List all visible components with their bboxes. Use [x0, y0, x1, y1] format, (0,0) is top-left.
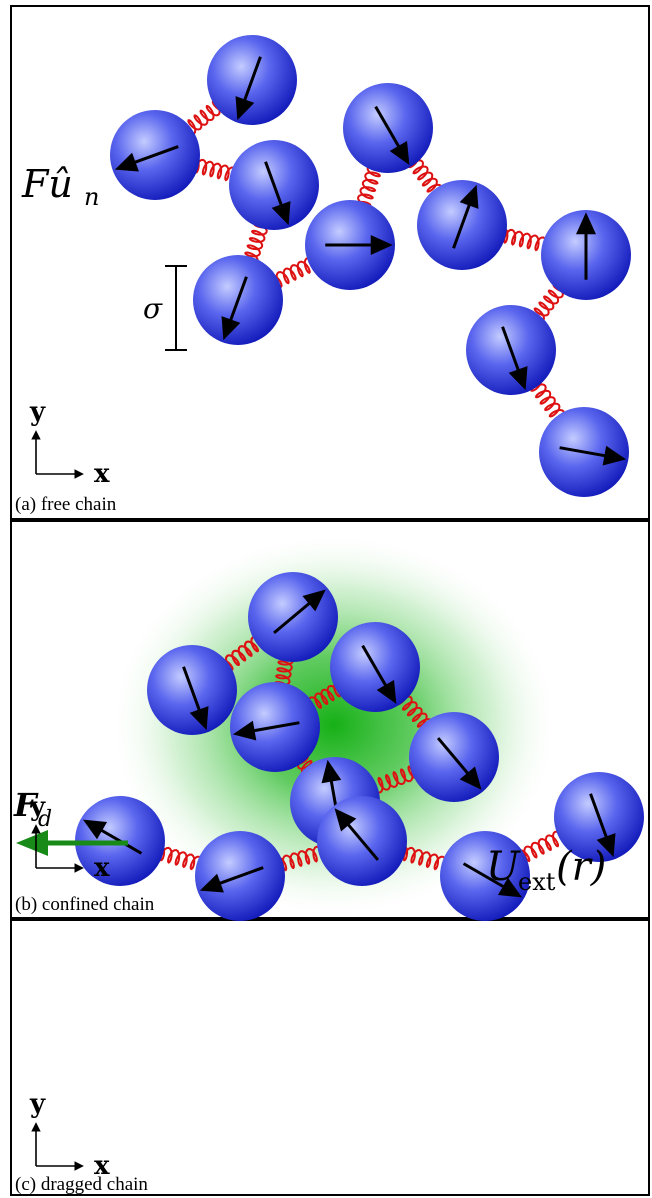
caption-c: (c) dragged chain	[15, 1174, 148, 1195]
svg-text:(r): (r)	[556, 844, 606, 890]
svg-text:ext: ext	[518, 868, 556, 896]
bead	[409, 712, 499, 802]
svg-text:U: U	[486, 844, 521, 890]
svg-text:n: n	[84, 183, 99, 211]
svg-text:d: d	[38, 807, 52, 832]
panel-a-frame	[10, 5, 650, 520]
bead	[541, 210, 631, 300]
bead	[110, 110, 200, 200]
axes-indicator-b: y x	[29, 792, 110, 883]
panel-c-frame	[10, 919, 650, 1196]
bead	[417, 180, 507, 270]
drag-force-label: F d	[13, 786, 52, 832]
bead	[147, 645, 237, 735]
bead	[466, 305, 556, 395]
potential-label: U ext (r)	[486, 844, 606, 896]
bead	[248, 572, 338, 662]
svg-text:y: y	[29, 792, 46, 822]
bead	[195, 831, 285, 921]
bead	[554, 772, 644, 862]
svg-text:x: x	[94, 1151, 110, 1181]
bead	[317, 796, 407, 886]
bead	[539, 407, 629, 497]
svg-text:x: x	[94, 853, 110, 883]
sigma-label: σ	[143, 292, 163, 325]
svg-text:Fû: Fû	[21, 162, 73, 206]
bead	[343, 83, 433, 173]
caption-b: (b) confined chain	[15, 894, 155, 915]
svg-text:x: x	[94, 459, 110, 489]
bead	[330, 622, 420, 712]
force-label: Fû n	[21, 162, 99, 211]
caption-a: (a) free chain	[15, 494, 117, 515]
bead	[207, 35, 297, 125]
bead	[440, 831, 530, 921]
sigma-scale-bar: σ	[143, 265, 187, 351]
bead	[193, 255, 283, 345]
svg-text:y: y	[29, 1089, 46, 1119]
confinement-potential	[106, 530, 562, 920]
svg-text:y: y	[29, 397, 46, 427]
drag-force-arrow	[16, 830, 128, 856]
bead	[229, 140, 319, 230]
svg-text:F: F	[13, 786, 39, 824]
beads-layer	[75, 35, 644, 921]
bead	[230, 682, 320, 772]
axes-indicator-c: y x	[29, 1089, 110, 1181]
axes-indicator-a: y x	[29, 397, 110, 489]
bead	[305, 200, 395, 290]
